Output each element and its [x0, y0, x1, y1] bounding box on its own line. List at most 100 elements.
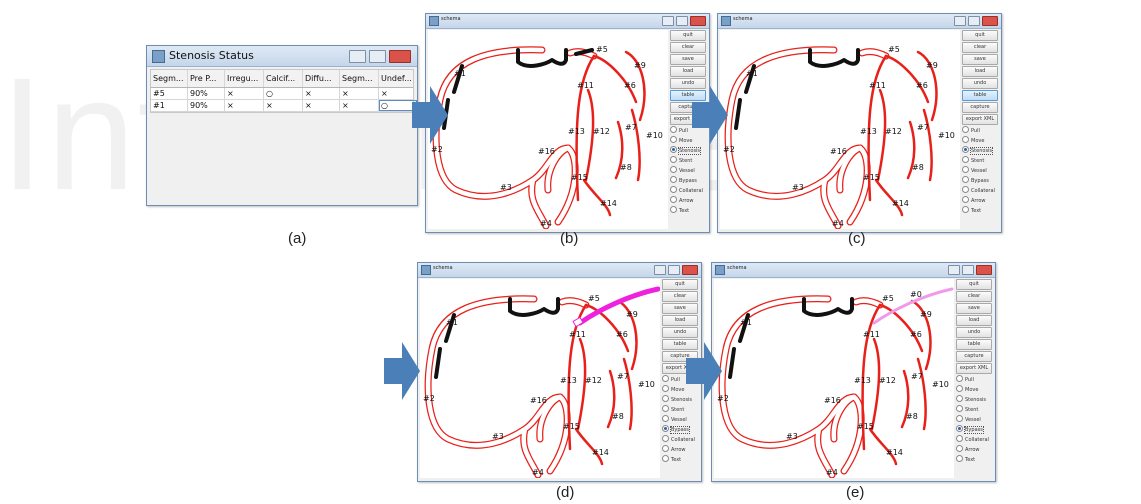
load-button[interactable]: load	[662, 315, 698, 326]
coronary-schema[interactable]: #1 #2 #3 #4 #5 #6 #7 #8 #9 #10 #11 #12 #13 #14 #15 #16	[428, 30, 668, 229]
maximize-button[interactable]	[968, 16, 980, 26]
mode-radio-stent[interactable]: Stent	[670, 156, 706, 166]
quit-button[interactable]: quit	[662, 279, 698, 290]
clear-button[interactable]: clear	[670, 42, 706, 53]
table-cell[interactable]: ×	[340, 100, 379, 111]
table-cell[interactable]: 90%	[188, 88, 225, 99]
schema-canvas[interactable]: #1 #2 #3 #4 #5 #6 #7 #8 #9 #10 #11 #12 #13 #14 #15 #16	[428, 30, 668, 229]
table-cell[interactable]: ○	[379, 100, 417, 111]
undo-button[interactable]: undo	[670, 78, 706, 89]
mode-radio-arrow[interactable]: Arrow	[962, 196, 998, 206]
stenosis-mark[interactable]	[728, 347, 736, 379]
save-button[interactable]: save	[962, 54, 998, 65]
mode-radio-move[interactable]: Move	[670, 136, 706, 146]
table-button[interactable]: table	[662, 339, 698, 350]
table-button[interactable]: table	[670, 90, 706, 101]
mode-radio-move[interactable]: Move	[662, 385, 698, 395]
mode-radio-bypass[interactable]: Bypass	[670, 176, 706, 186]
mode-radio-text[interactable]: Text	[962, 206, 998, 216]
table-row[interactable]: #5 90% × ○ × × ×	[151, 88, 413, 100]
mode-radio-stent[interactable]: Stent	[662, 405, 698, 415]
mode-radio-text[interactable]: Text	[662, 455, 698, 465]
column-header[interactable]: Diffu...	[303, 70, 340, 87]
maximize-button[interactable]	[676, 16, 688, 26]
stenosis-mark[interactable]	[574, 48, 594, 56]
minimize-button[interactable]	[662, 16, 674, 26]
mode-radio-collateral[interactable]: Collateral	[956, 435, 992, 445]
mode-radio-stent[interactable]: Stent	[962, 156, 998, 166]
mode-radio-vessel[interactable]: Vessel	[670, 166, 706, 176]
minimize-button[interactable]	[349, 50, 366, 63]
mode-radio-pull[interactable]: Pull	[956, 375, 992, 385]
clear-button[interactable]: clear	[962, 42, 998, 53]
minimize-button[interactable]	[954, 16, 966, 26]
table-cell[interactable]: #5	[151, 88, 188, 99]
quit-button[interactable]: quit	[956, 279, 992, 290]
column-header[interactable]: Calcif...	[264, 70, 303, 87]
table-cell[interactable]: ×	[381, 89, 388, 98]
table-row[interactable]: #1 90% × × × × ○	[151, 100, 417, 112]
table-cell[interactable]: ×	[225, 100, 264, 111]
save-button[interactable]: save	[670, 54, 706, 65]
close-button[interactable]	[389, 50, 411, 63]
coronary-schema[interactable]: #1 #2 #3 #4 #5 #6 #7 #8 #9 #10 #11 #12 #13 #14 #15 #16 #…	[714, 279, 954, 478]
mode-radio-arrow[interactable]: Arrow	[956, 445, 992, 455]
mode-radio-bypass[interactable]: Bypass	[956, 425, 992, 435]
table-cell[interactable]: ×	[264, 100, 303, 111]
stenosis-mark[interactable]	[434, 347, 442, 379]
table-cell[interactable]: ×	[340, 88, 379, 99]
capture-button[interactable]: capture	[962, 102, 998, 113]
undo-button[interactable]: undo	[956, 327, 992, 338]
mode-radio-vessel[interactable]: Vessel	[956, 415, 992, 425]
capture-button[interactable]: capture	[662, 351, 698, 362]
undo-button[interactable]: undo	[962, 78, 998, 89]
mode-radio-stenosis[interactable]: Stenosis	[956, 395, 992, 405]
column-header[interactable]: Segm...	[340, 70, 379, 87]
load-button[interactable]: load	[670, 66, 706, 77]
table-cell[interactable]: #1	[151, 100, 188, 111]
mode-radio-move[interactable]: Move	[962, 136, 998, 146]
close-button[interactable]	[982, 16, 998, 26]
maximize-button[interactable]	[962, 265, 974, 275]
mode-radio-arrow[interactable]: Arrow	[662, 445, 698, 455]
mode-radio-pull[interactable]: Pull	[662, 375, 698, 385]
export-xml-button[interactable]: export XML	[956, 363, 992, 374]
bypass-anchor-handle[interactable]	[572, 316, 584, 328]
mode-radio-stenosis[interactable]: Stenosis	[662, 395, 698, 405]
table-cell[interactable]: ×	[303, 100, 340, 111]
mode-radio-move[interactable]: Move	[956, 385, 992, 395]
maximize-button[interactable]	[369, 50, 386, 63]
mode-radio-vessel[interactable]: Vessel	[962, 166, 998, 176]
undo-button[interactable]: undo	[662, 327, 698, 338]
clear-button[interactable]: clear	[662, 291, 698, 302]
close-button[interactable]	[976, 265, 992, 275]
schema-canvas[interactable]: #1 #2 #3 #4 #5 #6 #7 #8 #9 #10 #11 #12 #13 #14 #15 #16	[720, 30, 960, 229]
quit-button[interactable]: quit	[670, 30, 706, 41]
mode-radio-pull[interactable]: Pull	[670, 126, 706, 136]
mode-radio-collateral[interactable]: Collateral	[662, 435, 698, 445]
mode-radio-stenosis[interactable]: Stenosis	[670, 146, 706, 156]
mode-radio-arrow[interactable]: Arrow	[670, 196, 706, 206]
save-button[interactable]: save	[662, 303, 698, 314]
column-header[interactable]: Undef...	[381, 74, 412, 83]
minimize-button[interactable]	[654, 265, 666, 275]
mode-radio-collateral[interactable]: Collateral	[962, 186, 998, 196]
column-header[interactable]: Irregu...	[225, 70, 264, 87]
table-cell[interactable]: ○	[264, 88, 303, 99]
mode-radio-text[interactable]: Text	[670, 206, 706, 216]
coronary-schema[interactable]: #1 #2 #3 #4 #5 #6 #7 #8 #9 #10 #11 #12 #13 #14 #15 #16	[420, 279, 660, 478]
table-cell[interactable]: ×	[303, 88, 340, 99]
mode-radio-pull[interactable]: Pull	[962, 126, 998, 136]
minimize-button[interactable]	[948, 265, 960, 275]
bypass-graft[interactable]	[872, 287, 954, 325]
table-cell[interactable]: 90%	[188, 100, 225, 111]
save-button[interactable]: save	[956, 303, 992, 314]
mode-radio-bypass[interactable]: Bypass	[962, 176, 998, 186]
stenosis-mark[interactable]	[444, 313, 456, 343]
mode-radio-text[interactable]: Text	[956, 455, 992, 465]
bypass-graft[interactable]	[577, 286, 660, 326]
mode-radio-vessel[interactable]: Vessel	[662, 415, 698, 425]
column-header[interactable]: Segm...	[151, 70, 188, 87]
column-header[interactable]: Pre P...	[188, 70, 225, 87]
load-button[interactable]: load	[962, 66, 998, 77]
